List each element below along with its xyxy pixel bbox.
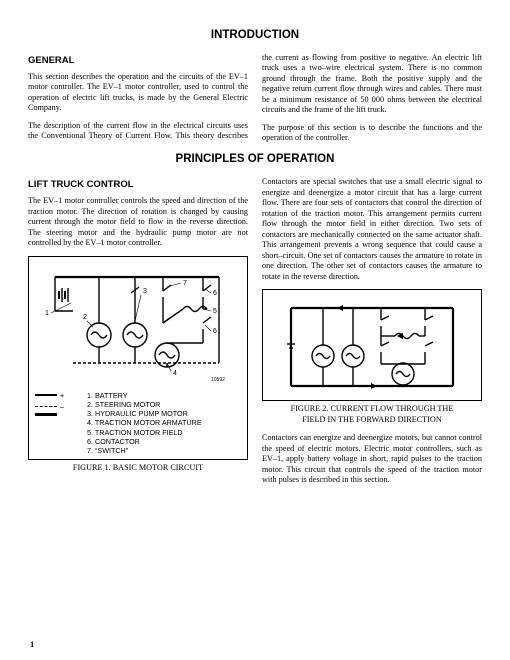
figure-1-img-id: 10592 bbox=[211, 377, 225, 383]
figure-2-block: FIGURE 2. CURRENT FLOW THROUGH THE FIELD… bbox=[262, 289, 482, 425]
svg-text:4: 4 bbox=[173, 370, 177, 377]
svg-text:1: 1 bbox=[45, 310, 49, 317]
principles-columns: LIFT TRUCK CONTROL The EV–1 motor contro… bbox=[28, 177, 482, 487]
principles-para-1: The EV–1 motor controller controls the s… bbox=[28, 196, 248, 249]
introduction-columns: GENERAL This section describes the opera… bbox=[28, 53, 482, 147]
svg-text:5: 5 bbox=[213, 308, 217, 315]
intro-para-1: This section describes the operation and… bbox=[28, 72, 248, 114]
svg-text:2: 2 bbox=[83, 314, 87, 321]
general-heading: GENERAL bbox=[28, 55, 248, 67]
figure-1-legend: + – 1. BATTERY 2. STEERING MOTOR 3. HYDR… bbox=[35, 391, 241, 456]
svg-text:6: 6 bbox=[213, 328, 217, 335]
principles-para-2: Contactors are special switches that use… bbox=[262, 177, 482, 282]
principles-para-3: Contactors can energize and deenergize m… bbox=[262, 433, 482, 486]
svg-text:3: 3 bbox=[143, 288, 147, 295]
figure-1-box: 1 2 3 4 5 6 6 7 10592 bbox=[28, 256, 248, 461]
intro-para-3: The purpose of this section is to descri… bbox=[262, 123, 482, 144]
lift-truck-control-heading: LIFT TRUCK CONTROL bbox=[28, 179, 248, 191]
svg-text:6: 6 bbox=[213, 290, 217, 297]
figure-1-diagram: 1 2 3 4 5 6 6 7 10592 bbox=[43, 263, 233, 385]
figure-2-box bbox=[262, 289, 482, 401]
figure-1-block: 1 2 3 4 5 6 6 7 10592 bbox=[28, 256, 248, 474]
svg-text:7: 7 bbox=[183, 280, 187, 287]
figure-2-caption: FIGURE 2. CURRENT FLOW THROUGH THE FIELD… bbox=[262, 404, 482, 425]
principles-heading: PRINCIPLES OF OPERATION bbox=[28, 152, 482, 167]
figure-1-legend-list: 1. BATTERY 2. STEERING MOTOR 3. HYDRAULI… bbox=[87, 391, 202, 456]
page-number: 1 bbox=[30, 639, 34, 650]
figure-2-diagram bbox=[277, 296, 467, 396]
introduction-heading: INTRODUCTION bbox=[28, 28, 482, 43]
figure-1-caption: FIGURE 1. BASIC MOTOR CIRCUIT bbox=[28, 463, 248, 474]
